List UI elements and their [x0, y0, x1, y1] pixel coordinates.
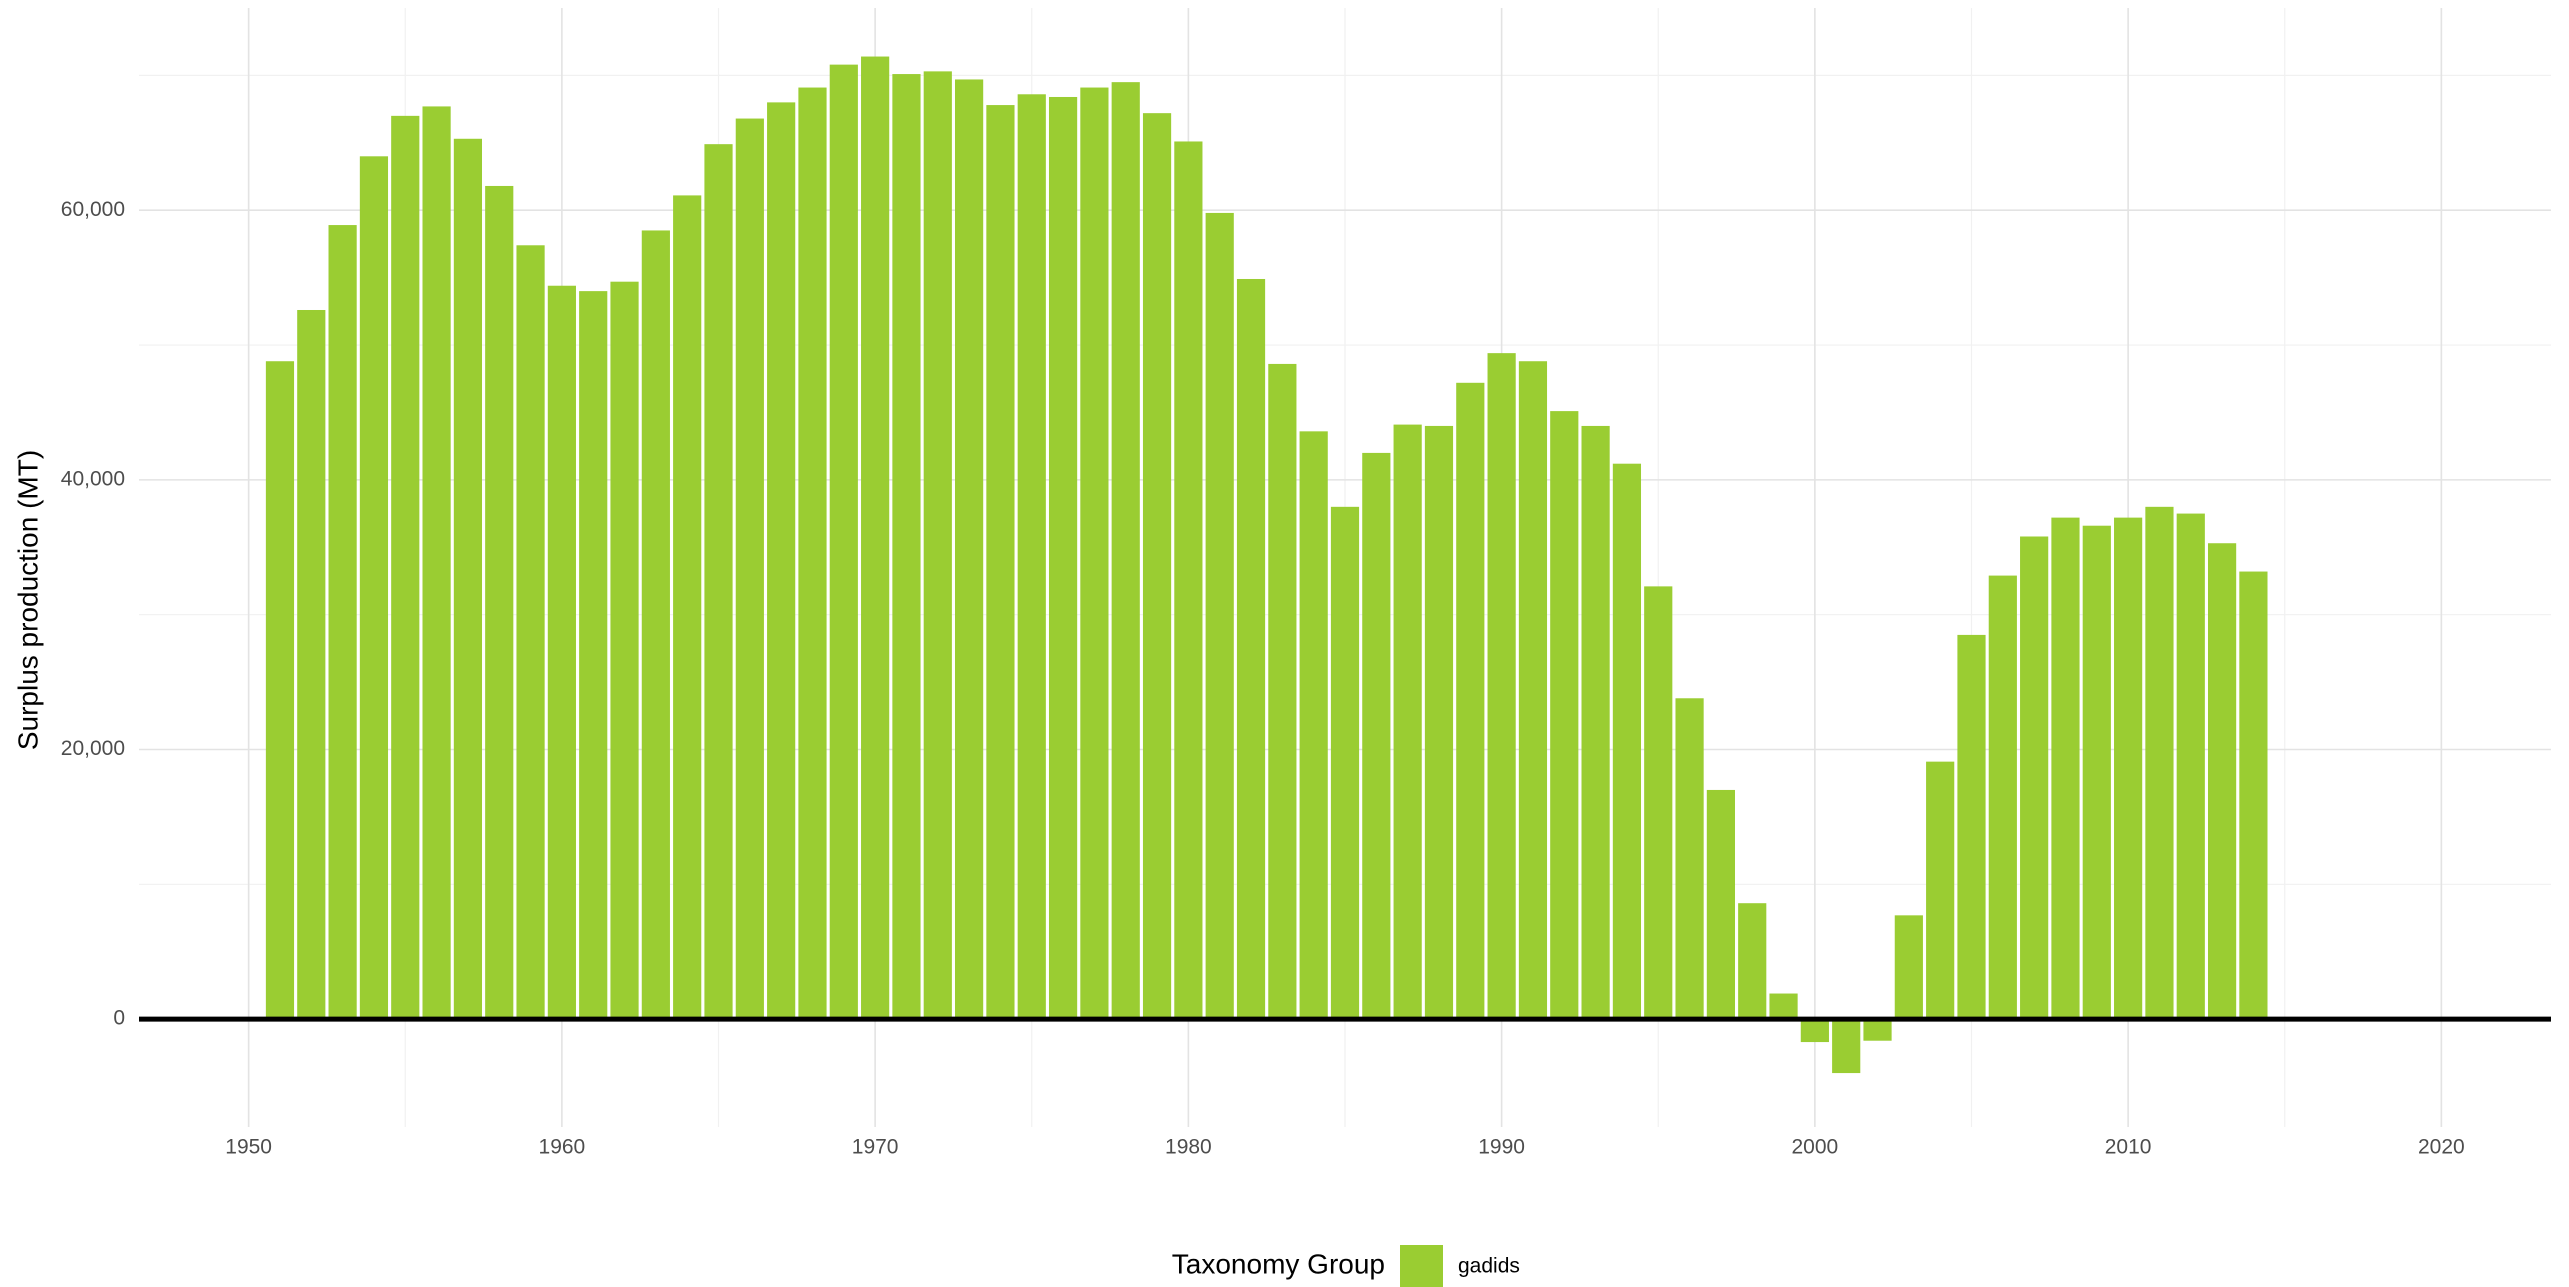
bar	[1111, 82, 1140, 1020]
bar	[704, 144, 733, 1020]
bar	[1706, 789, 1735, 1020]
bar	[1487, 353, 1516, 1020]
bar	[2082, 525, 2111, 1020]
bar	[2239, 571, 2268, 1020]
bar	[547, 285, 576, 1020]
bar	[1424, 425, 1454, 1020]
bar	[453, 138, 483, 1020]
bar	[1205, 212, 1234, 1020]
legend-label: gadids	[1458, 1255, 1520, 1278]
bar	[1894, 915, 1923, 1020]
bar	[892, 74, 921, 1020]
bar	[1988, 575, 2017, 1020]
bar	[1644, 586, 1673, 1020]
x-tick-label: 1990	[1478, 1136, 1525, 1159]
bar	[422, 106, 451, 1020]
bar	[485, 185, 514, 1020]
bar	[1581, 425, 1610, 1020]
bar	[1456, 382, 1485, 1020]
bar	[2176, 513, 2205, 1020]
bar	[1048, 96, 1078, 1020]
bar	[1174, 141, 1203, 1020]
x-tick-label: 2000	[1792, 1136, 1839, 1159]
bar	[328, 225, 357, 1020]
bar	[923, 71, 952, 1020]
bar	[1330, 506, 1360, 1020]
bar	[735, 118, 764, 1020]
bar	[861, 56, 890, 1020]
bar	[2145, 506, 2174, 1020]
y-axis-title: Surplus production (MT)	[12, 450, 43, 750]
bar	[1142, 113, 1172, 1020]
bar	[1612, 463, 1642, 1020]
bar	[2020, 536, 2049, 1020]
bar	[1080, 87, 1109, 1020]
bar	[1926, 761, 1955, 1020]
x-tick-label: 1980	[1165, 1136, 1212, 1159]
x-tick-label: 2020	[2418, 1136, 2465, 1159]
bar	[391, 115, 420, 1020]
bar	[1863, 1019, 1892, 1041]
bar	[829, 64, 858, 1020]
bar	[955, 79, 984, 1020]
bar	[641, 230, 670, 1020]
y-tick-label: 40,000	[61, 467, 125, 490]
bar	[579, 291, 608, 1020]
bar	[516, 245, 545, 1020]
bar	[1675, 698, 1704, 1020]
bar	[1362, 452, 1391, 1020]
bar	[2051, 517, 2080, 1020]
bar	[673, 195, 702, 1020]
y-tick-label: 0	[113, 1007, 125, 1030]
bar	[1957, 634, 1986, 1020]
x-tick-label: 1950	[225, 1136, 272, 1159]
bar	[1832, 1019, 1861, 1074]
bar	[767, 102, 796, 1020]
bar	[2207, 543, 2237, 1020]
bar	[1017, 94, 1046, 1020]
bar	[1393, 424, 1422, 1020]
bar	[1738, 903, 1767, 1020]
bar	[1299, 431, 1328, 1020]
bar	[798, 87, 827, 1020]
bar	[1550, 411, 1579, 1020]
bar	[986, 105, 1015, 1020]
bar	[610, 281, 639, 1020]
bar	[1769, 993, 1798, 1020]
bar	[1268, 363, 1297, 1020]
y-tick-label: 60,000	[61, 198, 125, 221]
legend-key	[1400, 1245, 1443, 1287]
x-tick-label: 2010	[2105, 1136, 2152, 1159]
x-tick-label: 1960	[539, 1136, 586, 1159]
y-tick-label: 20,000	[61, 737, 125, 760]
bar	[265, 361, 295, 1020]
legend-title: Taxonomy Group	[1172, 1248, 1385, 1279]
bar	[1518, 361, 1548, 1020]
bar	[297, 309, 326, 1020]
bar	[359, 156, 389, 1020]
bar	[2114, 517, 2143, 1020]
x-tick-label: 1970	[852, 1136, 899, 1159]
bar	[1236, 278, 1266, 1020]
bar	[1800, 1019, 1829, 1043]
